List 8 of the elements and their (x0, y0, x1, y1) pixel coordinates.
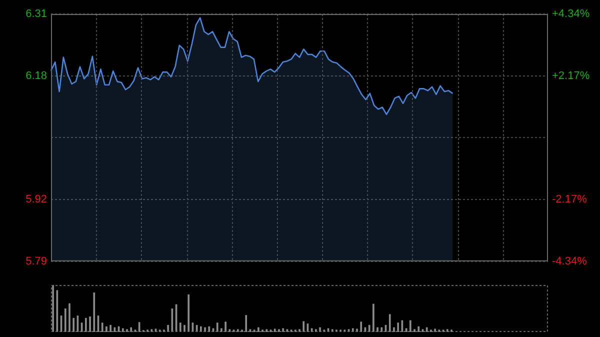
y-tick-label: 6.31 (26, 8, 47, 20)
y-tick-label: 5.79 (26, 255, 47, 268)
y-tick-label: 6.18 (26, 70, 47, 82)
y2-tick-label: +4.34% (552, 8, 590, 20)
y-tick-label: 5.92 (26, 194, 47, 206)
y2-tick-label: -4.34% (552, 255, 588, 268)
y2-tick-label: -2.17% (552, 194, 588, 206)
y2-tick-label: +2.17% (552, 70, 590, 82)
